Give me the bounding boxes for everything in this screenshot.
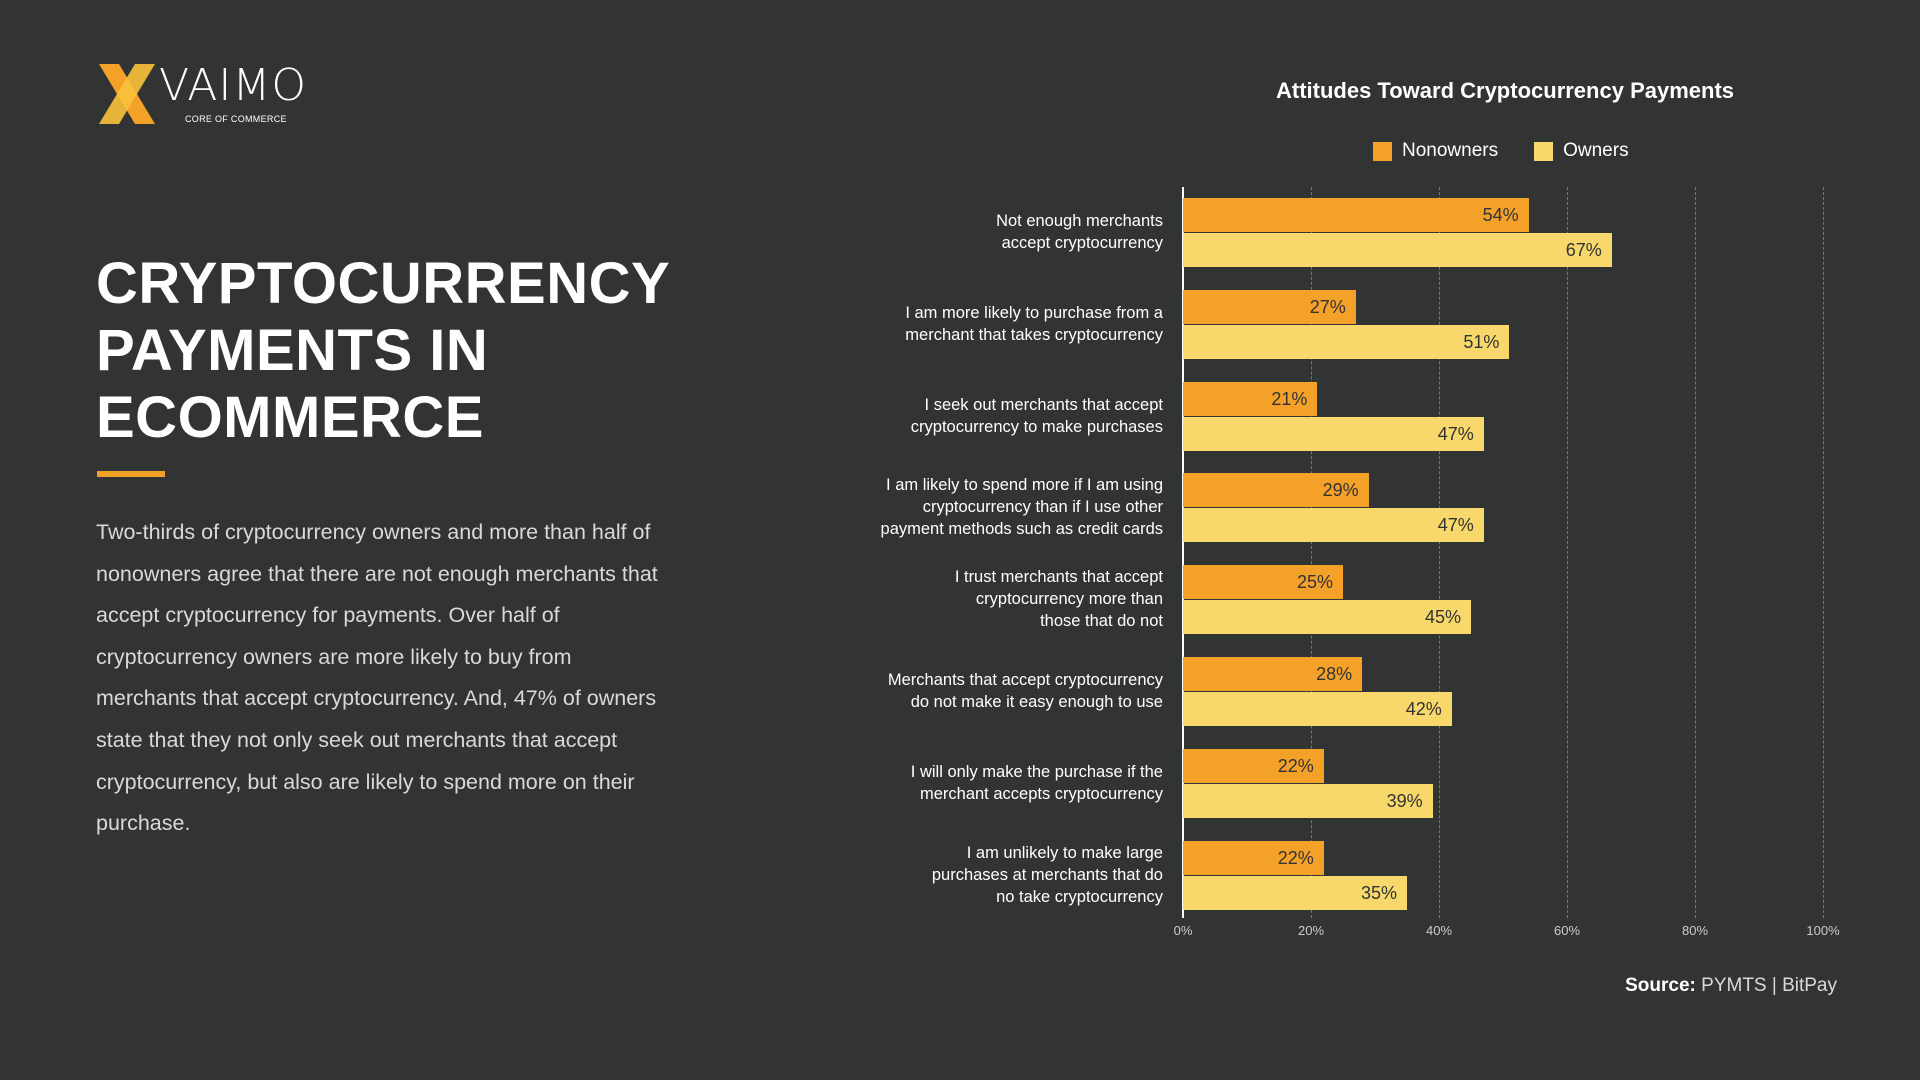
category-label: I seek out merchants that accept cryptocu… — [843, 394, 1163, 438]
category-label-line: I am unlikely to make large — [966, 843, 1163, 862]
category-label-line: accept cryptocurrency — [1001, 234, 1163, 252]
title-line: PAYMENTS IN — [96, 318, 489, 383]
vaimo-logo: VAIMO CORE OF COMMERCE — [97, 62, 306, 128]
body-text: Two-thirds of cryptocurrency owners and … — [96, 520, 658, 836]
bar-nonowners: 25% — [1183, 565, 1343, 600]
data-label: 47% — [1437, 515, 1474, 536]
bar-nonowners: 22% — [1183, 748, 1324, 783]
legend-item-nonowners: Nonowners — [1373, 140, 1498, 162]
data-label: 67% — [1565, 240, 1602, 260]
legend-swatch-nonowners — [1373, 141, 1392, 161]
bar-owners: 35% — [1183, 875, 1407, 910]
category-label: I am likely to spend more if I am using c… — [843, 474, 1163, 540]
data-label: 22% — [1277, 847, 1314, 868]
data-label: 27% — [1309, 296, 1346, 317]
gridline — [1311, 187, 1312, 918]
bar-owners: 47% — [1183, 416, 1484, 451]
title-underline — [97, 471, 165, 477]
category-label-line: no take cryptocurrency — [996, 887, 1163, 906]
data-label: 22% — [1277, 755, 1314, 776]
gridline — [1823, 187, 1824, 918]
gridline — [1439, 187, 1440, 918]
source-value: PYMTS | BitPay — [1701, 975, 1837, 996]
data-label: 51% — [1463, 331, 1500, 352]
data-label: 42% — [1405, 699, 1442, 719]
title-line: ECOMMERCE — [96, 385, 484, 450]
chart-legend: Nonowners Owners — [1373, 140, 1665, 162]
x-tick-label: 80% — [1681, 923, 1709, 938]
bar-nonowners: 22% — [1183, 840, 1324, 875]
category-label-line: I am more likely to purchase from a — [905, 303, 1163, 322]
bar-owners: 45% — [1183, 600, 1471, 635]
data-label: 39% — [1386, 790, 1423, 811]
bar-owners: 51% — [1183, 324, 1510, 359]
category-label-line: I will only make the purchase if the — [910, 762, 1163, 781]
page-title: CRYPTOCURRENCY PAYMENTS IN ECOMMERCE — [96, 250, 670, 451]
x-tick-label: 100% — [1806, 923, 1840, 938]
bar-owners: 42% — [1183, 692, 1452, 726]
x-tick-label: 40% — [1425, 923, 1453, 938]
category-label-line: purchases at merchants that do — [931, 865, 1163, 884]
bar-owners: 47% — [1183, 508, 1484, 543]
category-label-line: I seek out merchants that accept — [924, 395, 1163, 414]
vaimo-x-icon — [99, 64, 155, 124]
category-label: I am more likely to purchase from a merch… — [843, 302, 1163, 346]
category-label-line: cryptocurrency more than — [975, 590, 1163, 609]
bar-nonowners: 28% — [1183, 657, 1363, 691]
x-tick-label: 0% — [1173, 923, 1193, 938]
category-label: Not enough merchants accept cryptocurrenc… — [843, 210, 1163, 254]
data-label: 54% — [1482, 205, 1519, 225]
category-label-line: Merchants that accept cryptocurrency — [887, 671, 1163, 689]
category-label-line: Not enough merchants — [996, 212, 1163, 230]
category-label-line: cryptocurrency to make purchases — [910, 417, 1163, 436]
gridline — [1695, 187, 1696, 918]
source-label: Source: — [1625, 975, 1696, 996]
data-label: 28% — [1316, 664, 1353, 684]
data-label: 21% — [1271, 388, 1308, 409]
data-label: 45% — [1424, 607, 1461, 628]
category-label-line: do not make it easy enough to use — [910, 693, 1163, 711]
category-label-line: merchant accepts cryptocurrency — [919, 784, 1163, 803]
legend-item-owners: Owners — [1534, 140, 1629, 162]
category-label-line: I am likely to spend more if I am using — [886, 476, 1163, 495]
logo-tagline: CORE OF COMMERCE — [185, 114, 287, 124]
title-line: CRYPTOCURRENCY — [96, 251, 671, 316]
chart-title: Attitudes Toward Cryptocurrency Payments — [1275, 78, 1735, 103]
x-tick-label: 60% — [1553, 923, 1581, 938]
category-label: Merchants that accept cryptocurrency do n… — [843, 669, 1163, 713]
gridline — [1567, 187, 1568, 918]
category-label-line: cryptocurrency than if I use other — [922, 498, 1163, 517]
legend-label: Owners — [1563, 140, 1629, 161]
category-label: I trust merchants that accept cryptocurre… — [843, 566, 1163, 632]
category-label: I will only make the purchase if the merc… — [843, 761, 1163, 805]
data-label: 47% — [1437, 423, 1474, 444]
data-label: 25% — [1296, 572, 1333, 593]
category-label: I am unlikely to make large purchases at … — [843, 842, 1163, 908]
bar-nonowners: 21% — [1183, 381, 1318, 416]
data-label: 29% — [1322, 480, 1359, 501]
bar-nonowners: 27% — [1183, 289, 1356, 324]
bar-nonowners: 54% — [1183, 198, 1529, 232]
category-label-line: merchant that takes cryptocurrency — [905, 325, 1163, 344]
data-label: 35% — [1360, 882, 1397, 903]
legend-label: Nonowners — [1402, 140, 1499, 161]
y-axis-line — [1182, 187, 1184, 918]
category-label-line: I trust merchants that accept — [954, 568, 1163, 587]
category-label-line: those that do not — [1040, 612, 1163, 631]
bar-owners: 39% — [1183, 783, 1433, 818]
logo-wordmark: VAIMO — [159, 60, 307, 111]
source-note: Source: PYMTS | BitPay — [1625, 975, 1837, 997]
bar-owners: 67% — [1183, 233, 1612, 267]
bar-nonowners: 29% — [1183, 473, 1369, 508]
x-tick-label: 20% — [1297, 923, 1325, 938]
legend-swatch-owners — [1534, 141, 1554, 161]
category-label-line: payment methods such as credit cards — [880, 520, 1163, 539]
